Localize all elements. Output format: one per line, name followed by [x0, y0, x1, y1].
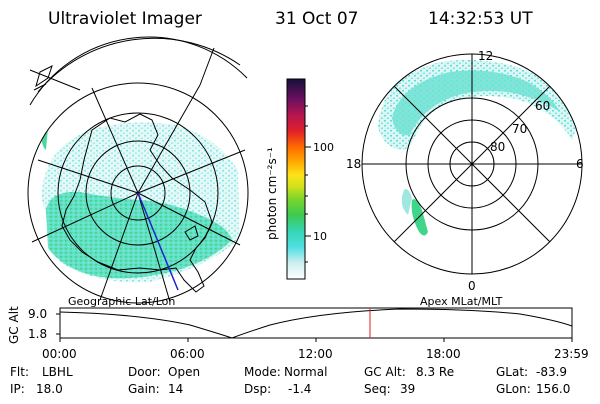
info-flt-val: LBHL [42, 365, 73, 379]
time-label: 14:32:53 UT [428, 9, 533, 29]
info-gcalt-val: 8.3 Re [416, 365, 454, 379]
info-door-val: Open [168, 365, 200, 379]
info-panel: Flt: LBHL Door: Open Mode: Normal GC Alt… [10, 365, 570, 396]
mlt-label-0: 0 [468, 279, 476, 293]
info-seq-key: Seq: [364, 382, 391, 396]
altitude-ytick-1.8: 1.8 [28, 327, 47, 341]
mlt-label-18: 18 [346, 157, 361, 171]
left-map-caption: Geographic Lat/Lon [68, 295, 175, 308]
time-tick-2359: 23:59 [554, 347, 589, 361]
info-dsp-val: -1.4 [288, 382, 311, 396]
time-tick-0000: 00:00 [42, 347, 77, 361]
info-ip-key: IP: [10, 382, 25, 396]
altitude-timeline: GC Alt 9.0 1.8 00:00 06:00 12:00 18:00 2… [7, 306, 589, 361]
colorbar-tick-10: 10 [313, 230, 327, 243]
mlat-label-70: 70 [512, 122, 527, 136]
time-tick-1200: 12:00 [298, 347, 333, 361]
info-glon-key: GLon: [496, 382, 531, 396]
altitude-curve [59, 308, 573, 339]
info-gain-key: Gain: [128, 382, 160, 396]
mlat-label-60: 60 [535, 99, 550, 113]
antarctica-coastline [61, 113, 213, 293]
intensity-colorbar: 100 10 photon cm⁻²s⁻¹ [265, 78, 334, 280]
altitude-ytick-9: 9.0 [28, 307, 47, 321]
magnetic-map: 12 18 6 0 60 70 80 Apex MLat/MLT [346, 49, 584, 308]
info-seq-val: 39 [400, 382, 415, 396]
time-tick-1800: 18:00 [426, 347, 461, 361]
geographic-map: Geographic Lat/Lon [27, 36, 249, 308]
info-glat-val: -83.9 [536, 365, 567, 379]
mlat-label-80: 80 [490, 140, 505, 154]
info-glon-val: 156.0 [536, 382, 570, 396]
info-glat-key: GLat: [496, 365, 528, 379]
mlt-label-12: 12 [478, 49, 493, 63]
colorbar-tick-100: 100 [313, 141, 334, 154]
info-flt-key: Flt: [10, 365, 29, 379]
colorbar-unit-label: photon cm⁻²s⁻¹ [265, 147, 279, 240]
info-dsp-key: Dsp: [244, 382, 271, 396]
info-ip-val: 18.0 [36, 382, 63, 396]
altitude-ylabel: GC Alt [7, 306, 21, 344]
info-door-key: Door: [128, 365, 161, 379]
info-gain-val: 14 [168, 382, 183, 396]
satellite-track [137, 192, 179, 291]
instrument-title: Ultraviolet Imager [48, 9, 202, 29]
date-label: 31 Oct 07 [275, 9, 358, 29]
right-map-caption: Apex MLat/MLT [420, 295, 503, 308]
time-tick-0600: 06:00 [170, 347, 205, 361]
mlt-label-6: 6 [576, 157, 584, 171]
info-mode-val: Normal [284, 365, 327, 379]
info-mode-key: Mode: [244, 365, 281, 379]
info-gcalt-key: GC Alt: [364, 365, 406, 379]
